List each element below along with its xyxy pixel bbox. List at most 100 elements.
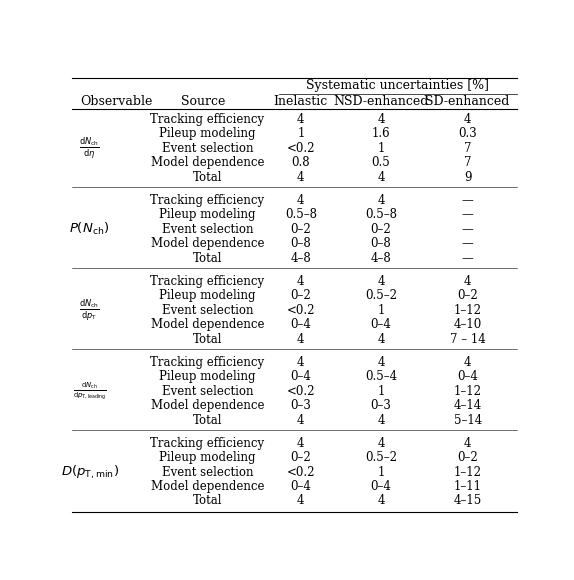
- Text: Event selection: Event selection: [162, 466, 253, 478]
- Text: 0–4: 0–4: [290, 480, 311, 493]
- Text: —: —: [462, 223, 474, 236]
- Text: Tracking efficiency: Tracking efficiency: [150, 113, 265, 126]
- Text: Event selection: Event selection: [162, 142, 253, 155]
- Text: Pileup modeling: Pileup modeling: [159, 208, 255, 222]
- Text: Pileup modeling: Pileup modeling: [159, 128, 255, 140]
- Text: 4: 4: [377, 356, 385, 369]
- Text: 9: 9: [464, 171, 471, 184]
- Text: 0–2: 0–2: [457, 289, 478, 302]
- Text: 1: 1: [377, 466, 385, 478]
- Text: Total: Total: [193, 252, 222, 264]
- Text: 0–2: 0–2: [371, 223, 391, 236]
- Text: —: —: [462, 208, 474, 222]
- Text: Total: Total: [193, 414, 222, 426]
- Text: 4: 4: [377, 414, 385, 426]
- Text: 4: 4: [464, 437, 471, 450]
- Text: Model dependence: Model dependence: [151, 318, 264, 331]
- Text: 4: 4: [377, 113, 385, 126]
- Text: 0–2: 0–2: [290, 289, 311, 302]
- Text: 4: 4: [377, 333, 385, 346]
- Text: 1–12: 1–12: [453, 304, 482, 317]
- Text: 4: 4: [297, 113, 305, 126]
- Text: 4: 4: [297, 275, 305, 288]
- Text: 4: 4: [377, 437, 385, 450]
- Text: 0–4: 0–4: [290, 318, 311, 331]
- Text: 4: 4: [377, 171, 385, 184]
- Text: 0.5–8: 0.5–8: [285, 208, 317, 222]
- Text: Total: Total: [193, 171, 222, 184]
- Text: 0–2: 0–2: [290, 451, 311, 464]
- Text: 4–15: 4–15: [453, 494, 482, 508]
- Text: $D(p_{\mathrm{T,min}})$: $D(p_{\mathrm{T,min}})$: [60, 463, 119, 481]
- Text: Model dependence: Model dependence: [151, 237, 264, 251]
- Text: 0.3: 0.3: [458, 128, 477, 140]
- Text: 4: 4: [297, 494, 305, 508]
- Text: 4: 4: [297, 414, 305, 426]
- Text: 0–3: 0–3: [290, 399, 311, 412]
- Text: Inelastic: Inelastic: [274, 95, 328, 108]
- Text: Event selection: Event selection: [162, 304, 253, 317]
- Text: NSD-enhanced: NSD-enhanced: [333, 95, 429, 108]
- Text: 4: 4: [464, 356, 471, 369]
- Text: <0.2: <0.2: [286, 385, 315, 398]
- Text: 1–11: 1–11: [453, 480, 482, 493]
- Text: <0.2: <0.2: [286, 142, 315, 155]
- Text: 1: 1: [377, 385, 385, 398]
- Text: 0–8: 0–8: [371, 237, 391, 251]
- Text: 0–3: 0–3: [370, 399, 391, 412]
- Text: 4: 4: [297, 194, 305, 207]
- Text: 5–14: 5–14: [453, 414, 482, 426]
- Text: 7: 7: [464, 157, 471, 169]
- Text: Tracking efficiency: Tracking efficiency: [150, 275, 265, 288]
- Text: Tracking efficiency: Tracking efficiency: [150, 437, 265, 450]
- Text: —: —: [462, 194, 474, 207]
- Text: $P(N_{\mathrm{ch}})$: $P(N_{\mathrm{ch}})$: [69, 222, 110, 237]
- Text: 0–2: 0–2: [290, 223, 311, 236]
- Text: 4: 4: [377, 194, 385, 207]
- Text: Total: Total: [193, 494, 222, 508]
- Text: Total: Total: [193, 333, 222, 346]
- Text: 0.5: 0.5: [371, 157, 390, 169]
- Text: 0–4: 0–4: [370, 480, 391, 493]
- Text: 1: 1: [297, 128, 305, 140]
- Text: 0.5–4: 0.5–4: [365, 370, 397, 383]
- Text: Event selection: Event selection: [162, 385, 253, 398]
- Text: 4: 4: [464, 275, 471, 288]
- Text: Model dependence: Model dependence: [151, 399, 264, 412]
- Text: Pileup modeling: Pileup modeling: [159, 451, 255, 464]
- Text: 4–14: 4–14: [453, 399, 482, 412]
- Text: 1–12: 1–12: [453, 466, 482, 478]
- Text: 4–8: 4–8: [290, 252, 311, 264]
- Text: 1: 1: [377, 304, 385, 317]
- Text: 1: 1: [377, 142, 385, 155]
- Text: 1–12: 1–12: [453, 385, 482, 398]
- Text: 4: 4: [297, 171, 305, 184]
- Text: Pileup modeling: Pileup modeling: [159, 370, 255, 383]
- Text: 0.5–8: 0.5–8: [365, 208, 397, 222]
- Text: $\frac{\mathrm{d}N_{\mathrm{ch}}}{\mathrm{d}\eta}$: $\frac{\mathrm{d}N_{\mathrm{ch}}}{\mathr…: [79, 136, 100, 161]
- Text: SD-enhanced: SD-enhanced: [425, 95, 510, 108]
- Text: Model dependence: Model dependence: [151, 157, 264, 169]
- Text: <0.2: <0.2: [286, 304, 315, 317]
- Text: Systematic uncertainties [%]: Systematic uncertainties [%]: [306, 79, 489, 92]
- Text: <0.2: <0.2: [286, 466, 315, 478]
- Text: 0–4: 0–4: [457, 370, 478, 383]
- Text: 4–10: 4–10: [453, 318, 482, 331]
- Text: Tracking efficiency: Tracking efficiency: [150, 194, 265, 207]
- Text: 1.6: 1.6: [371, 128, 390, 140]
- Text: 4: 4: [297, 333, 305, 346]
- Text: —: —: [462, 237, 474, 251]
- Text: Source: Source: [181, 95, 225, 108]
- Text: $\frac{\mathrm{d}N_{\mathrm{ch}}}{\mathrm{d}p_{\mathrm{T}}}$: $\frac{\mathrm{d}N_{\mathrm{ch}}}{\mathr…: [79, 298, 100, 322]
- Text: 4: 4: [464, 113, 471, 126]
- Text: 0–2: 0–2: [457, 451, 478, 464]
- Text: 4: 4: [377, 494, 385, 508]
- Text: 4: 4: [297, 356, 305, 369]
- Text: 4–8: 4–8: [371, 252, 391, 264]
- Text: 7: 7: [464, 142, 471, 155]
- Text: Model dependence: Model dependence: [151, 480, 264, 493]
- Text: 7 – 14: 7 – 14: [450, 333, 486, 346]
- Text: 0.5–2: 0.5–2: [365, 451, 397, 464]
- Text: 4: 4: [297, 437, 305, 450]
- Text: —: —: [462, 252, 474, 264]
